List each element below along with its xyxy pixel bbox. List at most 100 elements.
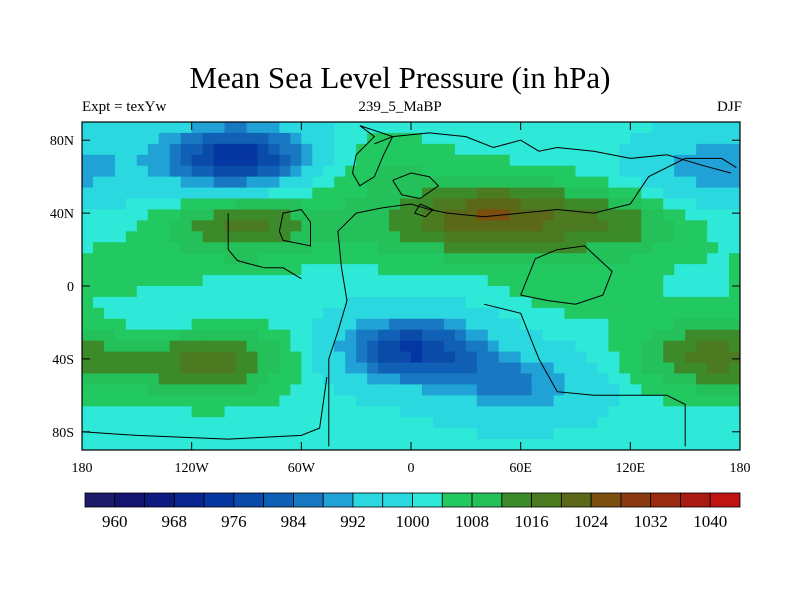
field-cell xyxy=(202,329,215,342)
field-cell xyxy=(718,318,730,331)
field-cell xyxy=(465,351,478,364)
field-cell xyxy=(290,351,302,364)
field-cell xyxy=(82,122,94,134)
field-cell xyxy=(465,428,478,440)
field-cell xyxy=(356,198,368,211)
field-cell xyxy=(443,242,456,254)
field-cell xyxy=(125,428,138,440)
field-cell xyxy=(597,373,609,385)
field-cell xyxy=(312,198,324,211)
field-cell xyxy=(586,264,599,276)
field-cell xyxy=(443,362,456,375)
field-cell xyxy=(290,362,302,375)
field-cell xyxy=(696,439,708,450)
field-cell xyxy=(268,428,280,440)
field-cell xyxy=(323,165,335,178)
field-cell xyxy=(707,220,719,232)
field-cell xyxy=(191,329,204,342)
field-cell xyxy=(575,253,588,265)
field-cell xyxy=(345,318,357,331)
field-cell xyxy=(641,428,653,440)
field-cell xyxy=(279,362,291,375)
field-cell xyxy=(334,264,346,276)
field-cell xyxy=(103,176,116,189)
field-cell xyxy=(125,132,138,145)
field-cell xyxy=(652,384,664,396)
field-cell xyxy=(400,187,412,200)
field-cell xyxy=(345,340,357,353)
field-cell xyxy=(498,187,511,200)
experiment-label: Expt = texYw xyxy=(82,99,167,115)
field-cell xyxy=(103,318,116,331)
field-cell xyxy=(356,231,368,243)
field-cell xyxy=(334,187,346,200)
field-cell xyxy=(290,220,302,232)
field-cell xyxy=(652,176,664,189)
field-cell xyxy=(345,439,357,450)
field-cell xyxy=(509,428,522,440)
field-cell xyxy=(279,209,291,221)
field-cell xyxy=(136,340,149,353)
field-cell xyxy=(378,242,390,254)
field-cell xyxy=(411,296,423,309)
field-cell xyxy=(586,242,599,254)
field-cell xyxy=(389,340,401,353)
field-cell xyxy=(487,406,500,418)
field-cell xyxy=(92,143,105,156)
field-cell xyxy=(268,362,280,375)
field-cell xyxy=(411,198,423,211)
field-cell xyxy=(454,296,467,309)
field-cell xyxy=(586,132,599,145)
field-cell xyxy=(268,242,280,254)
colorbar-swatch xyxy=(263,492,294,508)
field-cell xyxy=(136,384,149,396)
field-cell xyxy=(213,165,226,178)
field-cell xyxy=(630,318,642,331)
field-cell xyxy=(312,428,324,440)
field-cell xyxy=(729,286,740,298)
field-cell xyxy=(378,296,390,309)
field-cell xyxy=(652,132,664,145)
field-cell xyxy=(92,122,105,134)
field-cell xyxy=(663,231,675,243)
field-cell xyxy=(718,209,730,221)
field-cell xyxy=(729,439,740,450)
field-cell xyxy=(597,220,609,232)
field-cell xyxy=(674,351,686,364)
field-cell xyxy=(246,253,259,265)
colorbar-swatch xyxy=(471,492,503,508)
field-cell xyxy=(432,351,445,364)
field-cell xyxy=(509,384,522,396)
field-cell xyxy=(169,275,182,287)
field-cell xyxy=(180,362,193,375)
field-cell xyxy=(586,340,599,353)
field-cell xyxy=(180,417,193,429)
field-cell xyxy=(114,318,127,331)
field-cell xyxy=(290,395,302,407)
field-cell xyxy=(630,122,642,134)
field-cell xyxy=(114,165,127,178)
field-cell xyxy=(531,176,544,189)
field-cell xyxy=(191,220,204,232)
field-cell xyxy=(718,264,730,276)
field-cell xyxy=(432,417,445,429)
field-cell xyxy=(553,296,566,309)
field-cell xyxy=(509,417,522,429)
field-cell xyxy=(608,264,620,276)
field-cell xyxy=(191,231,204,243)
field-cell xyxy=(345,122,357,134)
field-cell xyxy=(421,242,434,254)
field-cell xyxy=(202,209,215,221)
field-cell xyxy=(125,395,138,407)
field-cell xyxy=(454,384,467,396)
field-cell xyxy=(125,242,138,254)
field-cell xyxy=(213,286,226,298)
field-cell xyxy=(213,428,226,440)
x-tick-label: 120E xyxy=(616,461,646,476)
field-cell xyxy=(136,417,149,429)
colorbar-swatch xyxy=(144,492,175,508)
field-cell xyxy=(432,384,445,396)
field-cell xyxy=(509,154,522,167)
field-cell xyxy=(345,176,357,189)
field-cell xyxy=(202,406,215,418)
